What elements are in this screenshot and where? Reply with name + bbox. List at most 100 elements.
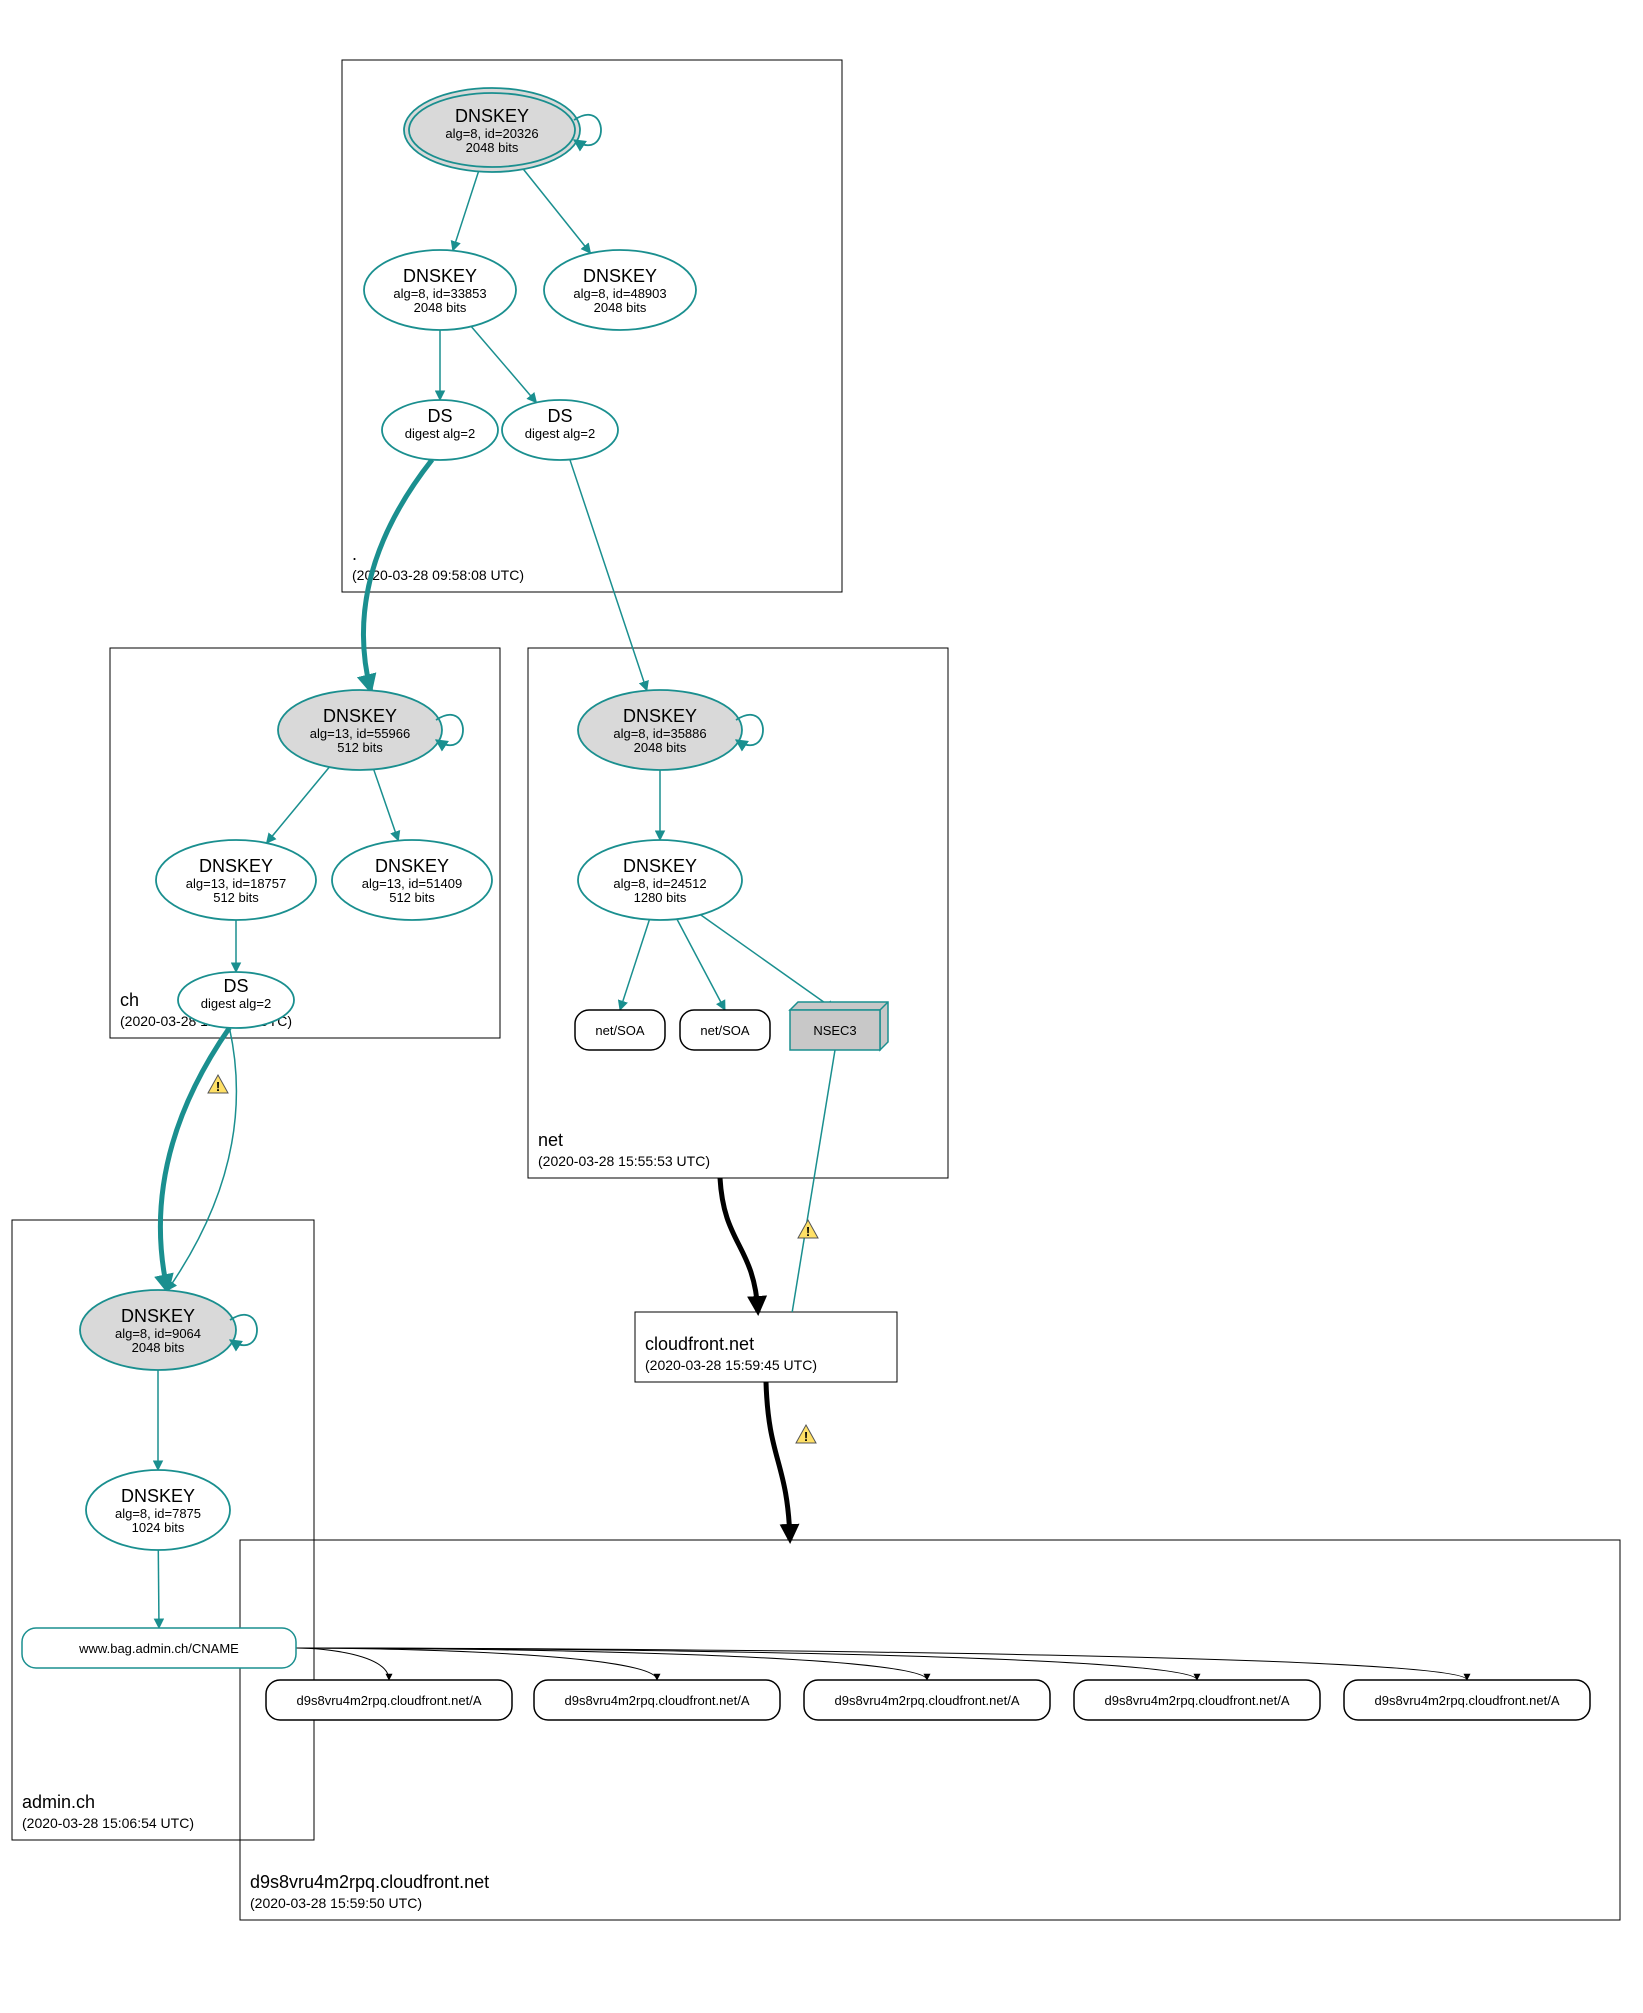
svg-text:www.bag.admin.ch/CNAME: www.bag.admin.ch/CNAME bbox=[78, 1641, 239, 1656]
svg-text:512 bits: 512 bits bbox=[337, 740, 383, 755]
edge-chKSK-chZSK1 bbox=[267, 767, 330, 843]
edge-cname-a5 bbox=[296, 1648, 1467, 1680]
svg-text:alg=8, id=7875: alg=8, id=7875 bbox=[115, 1506, 201, 1521]
node-rootDS1: DSdigest alg=2 bbox=[382, 400, 498, 460]
svg-text:512 bits: 512 bits bbox=[213, 890, 259, 905]
svg-text:DNSKEY: DNSKEY bbox=[375, 856, 449, 876]
node-nsec3: NSEC3 bbox=[790, 1002, 888, 1050]
svg-text:alg=8, id=20326: alg=8, id=20326 bbox=[445, 126, 538, 141]
edge-rootDS2-netKSK bbox=[570, 460, 647, 691]
svg-text:DNSKEY: DNSKEY bbox=[403, 266, 477, 286]
node-a3: d9s8vru4m2rpq.cloudfront.net/A bbox=[804, 1680, 1050, 1720]
svg-text:(2020-03-28 15:59:45 UTC): (2020-03-28 15:59:45 UTC) bbox=[645, 1357, 817, 1373]
svg-text:alg=13, id=51409: alg=13, id=51409 bbox=[362, 876, 462, 891]
svg-text:DS: DS bbox=[547, 406, 572, 426]
node-rootKSK: DNSKEYalg=8, id=203262048 bits bbox=[404, 88, 601, 172]
edge-chKSK-chZSK2 bbox=[374, 769, 399, 840]
svg-text:2048 bits: 2048 bits bbox=[594, 300, 647, 315]
svg-text:digest alg=2: digest alg=2 bbox=[525, 426, 595, 441]
warnings-layer: !!! bbox=[208, 1075, 818, 1444]
svg-text:DNSKEY: DNSKEY bbox=[199, 856, 273, 876]
node-chKSK: DNSKEYalg=13, id=55966512 bits bbox=[278, 690, 463, 770]
svg-text:alg=8, id=9064: alg=8, id=9064 bbox=[115, 1326, 201, 1341]
svg-text:alg=8, id=33853: alg=8, id=33853 bbox=[393, 286, 486, 301]
svg-text:DS: DS bbox=[223, 976, 248, 996]
edge-chDS-adminKSK bbox=[167, 1028, 236, 1290]
node-chZSK1: DNSKEYalg=13, id=18757512 bits bbox=[156, 840, 316, 920]
node-rootZSK1: DNSKEYalg=8, id=338532048 bits bbox=[364, 250, 516, 330]
warning-icon: ! bbox=[796, 1425, 816, 1444]
edge-rootKSK-rootZSK2 bbox=[523, 169, 590, 253]
svg-text:!: ! bbox=[216, 1079, 220, 1094]
node-cname: www.bag.admin.ch/CNAME bbox=[22, 1628, 296, 1668]
svg-text:1280 bits: 1280 bits bbox=[634, 890, 687, 905]
svg-text:digest alg=2: digest alg=2 bbox=[201, 996, 271, 1011]
svg-text:DNSKEY: DNSKEY bbox=[323, 706, 397, 726]
svg-text:512 bits: 512 bits bbox=[389, 890, 435, 905]
node-a4: d9s8vru4m2rpq.cloudfront.net/A bbox=[1074, 1680, 1320, 1720]
node-a5: d9s8vru4m2rpq.cloudfront.net/A bbox=[1344, 1680, 1590, 1720]
svg-text:!: ! bbox=[806, 1224, 810, 1239]
edge-netZone-cloudfront bbox=[720, 1178, 758, 1312]
node-rootDS2: DSdigest alg=2 bbox=[502, 400, 618, 460]
node-adminKSK: DNSKEYalg=8, id=90642048 bits bbox=[80, 1290, 257, 1370]
svg-text:(2020-03-28 15:59:50 UTC): (2020-03-28 15:59:50 UTC) bbox=[250, 1895, 422, 1911]
svg-text:d9s8vru4m2rpq.cloudfront.net/A: d9s8vru4m2rpq.cloudfront.net/A bbox=[297, 1693, 482, 1708]
svg-text:DNSKEY: DNSKEY bbox=[623, 856, 697, 876]
node-netSOA1: net/SOA bbox=[575, 1010, 665, 1050]
edge-nsec3-cloudfront bbox=[792, 1050, 835, 1312]
svg-text:net/SOA: net/SOA bbox=[595, 1023, 644, 1038]
edge-rootKSK-rootZSK1 bbox=[453, 172, 479, 251]
edge-netZSK-netSOA2 bbox=[677, 919, 725, 1010]
node-chZSK2: DNSKEYalg=13, id=51409512 bits bbox=[332, 840, 492, 920]
node-a1: d9s8vru4m2rpq.cloudfront.net/A bbox=[266, 1680, 512, 1720]
edge-cname-a4 bbox=[296, 1648, 1197, 1680]
svg-text:cloudfront.net: cloudfront.net bbox=[645, 1334, 754, 1354]
svg-text:DNSKEY: DNSKEY bbox=[623, 706, 697, 726]
edge-cloudfront-d9s8 bbox=[766, 1382, 790, 1540]
svg-text:d9s8vru4m2rpq.cloudfront.net/A: d9s8vru4m2rpq.cloudfront.net/A bbox=[565, 1693, 750, 1708]
svg-text:(2020-03-28 09:58:08 UTC): (2020-03-28 09:58:08 UTC) bbox=[352, 567, 524, 583]
warning-icon: ! bbox=[208, 1075, 228, 1094]
zone-d9s8: d9s8vru4m2rpq.cloudfront.net (2020-03-28 … bbox=[240, 1540, 1620, 1920]
svg-text:alg=13, id=55966: alg=13, id=55966 bbox=[310, 726, 410, 741]
node-adminZSK: DNSKEYalg=8, id=78751024 bits bbox=[86, 1470, 230, 1550]
svg-text:d9s8vru4m2rpq.cloudfront.net: d9s8vru4m2rpq.cloudfront.net bbox=[250, 1872, 489, 1892]
svg-text:alg=13, id=18757: alg=13, id=18757 bbox=[186, 876, 286, 891]
svg-text:2048 bits: 2048 bits bbox=[634, 740, 687, 755]
svg-text:net: net bbox=[538, 1130, 563, 1150]
edge-cname-a3 bbox=[296, 1648, 927, 1680]
svg-text:.: . bbox=[352, 544, 357, 564]
svg-text:d9s8vru4m2rpq.cloudfront.net/A: d9s8vru4m2rpq.cloudfront.net/A bbox=[1105, 1693, 1290, 1708]
warning-icon: ! bbox=[798, 1220, 818, 1239]
svg-text:2048 bits: 2048 bits bbox=[466, 140, 519, 155]
svg-text:alg=8, id=48903: alg=8, id=48903 bbox=[573, 286, 666, 301]
edges-layer bbox=[158, 169, 1467, 1680]
svg-text:alg=8, id=24512: alg=8, id=24512 bbox=[613, 876, 706, 891]
edge-cname-a1 bbox=[296, 1648, 389, 1680]
svg-text:DNSKEY: DNSKEY bbox=[455, 106, 529, 126]
node-chDS: DSdigest alg=2 bbox=[178, 972, 294, 1028]
node-netSOA2: net/SOA bbox=[680, 1010, 770, 1050]
svg-text:2048 bits: 2048 bits bbox=[132, 1340, 185, 1355]
svg-text:NSEC3: NSEC3 bbox=[813, 1023, 856, 1038]
edge-rootZSK1-rootDS2 bbox=[471, 326, 536, 402]
svg-text:2048 bits: 2048 bits bbox=[414, 300, 467, 315]
svg-text:(2020-03-28 15:55:53 UTC): (2020-03-28 15:55:53 UTC) bbox=[538, 1153, 710, 1169]
edge-netZSK-nsec3 bbox=[701, 915, 835, 1010]
node-netKSK: DNSKEYalg=8, id=358862048 bits bbox=[578, 690, 763, 770]
svg-text:admin.ch: admin.ch bbox=[22, 1792, 95, 1812]
svg-text:d9s8vru4m2rpq.cloudfront.net/A: d9s8vru4m2rpq.cloudfront.net/A bbox=[1375, 1693, 1560, 1708]
edge-cname-a2 bbox=[296, 1648, 657, 1680]
node-rootZSK2: DNSKEYalg=8, id=489032048 bits bbox=[544, 250, 696, 330]
edge-adminZSK-cname bbox=[158, 1550, 159, 1628]
svg-text:net/SOA: net/SOA bbox=[700, 1023, 749, 1038]
svg-text:DNSKEY: DNSKEY bbox=[583, 266, 657, 286]
svg-text:ch: ch bbox=[120, 990, 139, 1010]
svg-text:1024 bits: 1024 bits bbox=[132, 1520, 185, 1535]
svg-text:alg=8, id=35886: alg=8, id=35886 bbox=[613, 726, 706, 741]
svg-text:d9s8vru4m2rpq.cloudfront.net/A: d9s8vru4m2rpq.cloudfront.net/A bbox=[835, 1693, 1020, 1708]
node-a2: d9s8vru4m2rpq.cloudfront.net/A bbox=[534, 1680, 780, 1720]
svg-text:!: ! bbox=[804, 1429, 808, 1444]
svg-text:DS: DS bbox=[427, 406, 452, 426]
